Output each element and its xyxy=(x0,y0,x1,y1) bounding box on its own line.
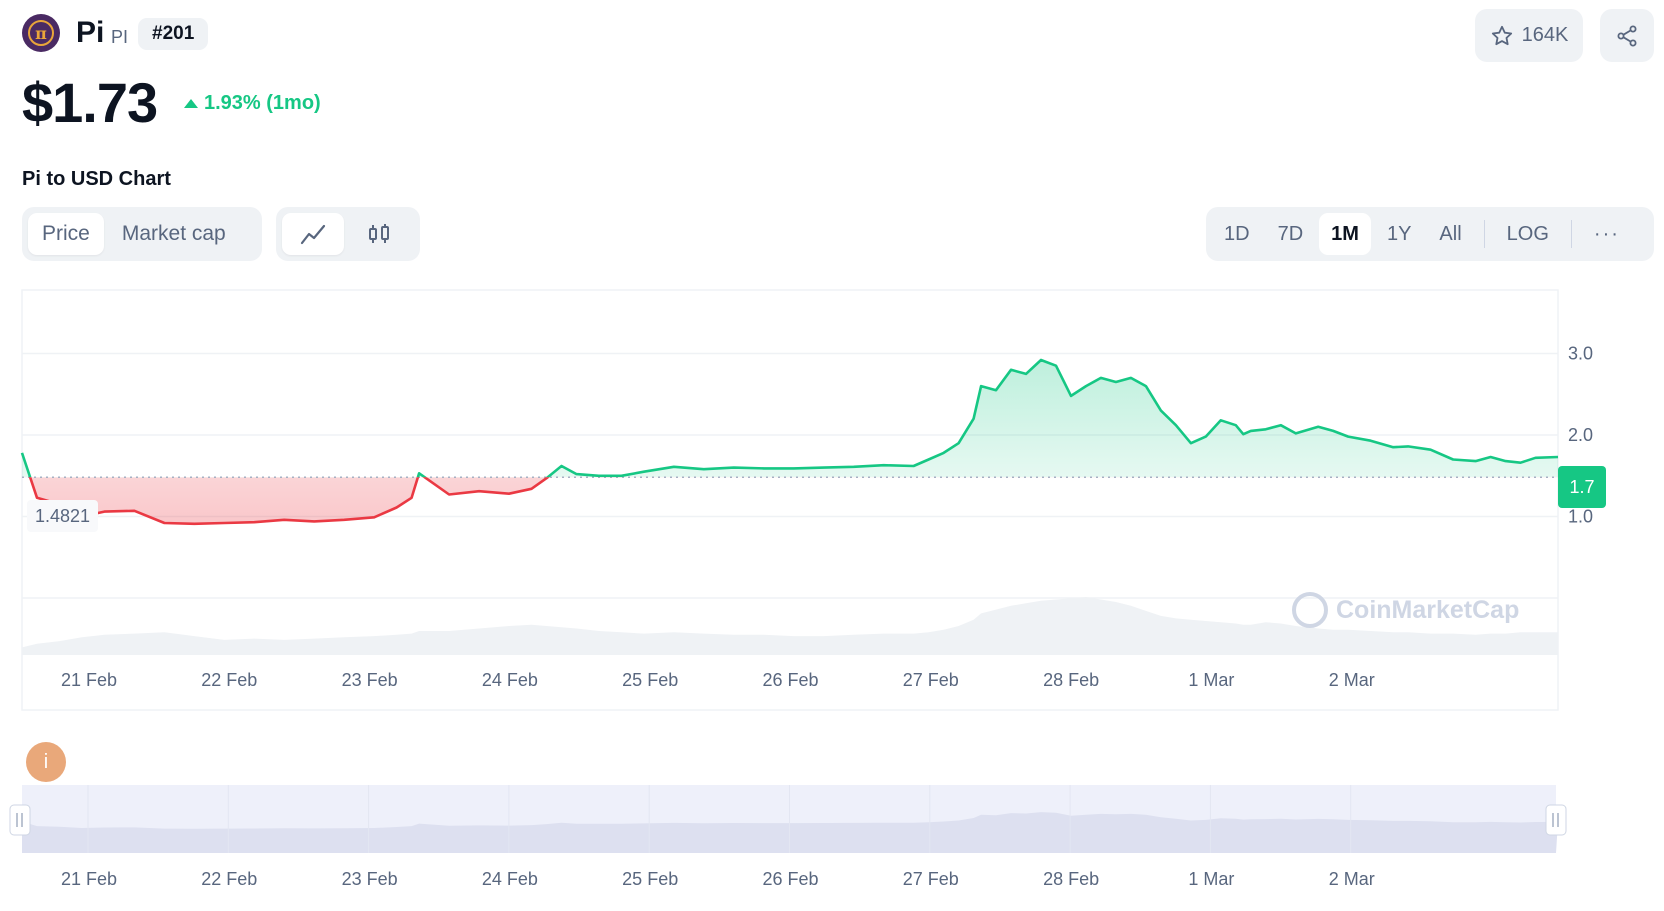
star-icon xyxy=(1491,25,1512,45)
coin-logo: π xyxy=(22,14,60,52)
x-tick-label: 26 Feb xyxy=(762,670,818,690)
range-all[interactable]: All xyxy=(1439,222,1462,245)
navigator-x-label: 1 Mar xyxy=(1188,869,1234,889)
x-tick-label: 23 Feb xyxy=(342,670,398,690)
price-chart[interactable]: 3.0 2.0 1.0 21 Feb 22 Feb 23 Feb 24 Feb 25 Feb… xyxy=(0,280,1664,720)
pi-logo-icon: π xyxy=(28,20,54,46)
watchlist-button[interactable]: 164K xyxy=(1475,9,1583,62)
x-tick-label: 22 Feb xyxy=(201,670,257,690)
navigator-x-label: 2 Mar xyxy=(1329,869,1375,889)
price-line-down xyxy=(28,477,550,526)
chart-type-toggle xyxy=(276,207,420,261)
navigator-gridlines xyxy=(87,785,1352,853)
share-button[interactable] xyxy=(1600,9,1654,62)
navigator-handle-right[interactable] xyxy=(1545,804,1567,836)
data-type-toggle: Price Market cap xyxy=(22,207,262,261)
navigator-x-label: 28 Feb xyxy=(1043,869,1099,889)
x-tick-label: 1 Mar xyxy=(1188,670,1234,690)
line-chart-button[interactable] xyxy=(282,213,344,255)
candlestick-button[interactable] xyxy=(348,213,410,255)
tab-market-cap[interactable]: Market cap xyxy=(121,222,226,245)
y-tick-label: 2.0 xyxy=(1568,425,1593,445)
range-log[interactable]: LOG xyxy=(1506,222,1549,245)
coin-name: Pi xyxy=(76,16,105,49)
y-tick-label: 3.0 xyxy=(1568,344,1593,364)
range-selector: 1D 7D 1M 1Y All LOG ··· xyxy=(1206,207,1654,261)
range-divider xyxy=(1570,220,1572,248)
range-7d[interactable]: 7D xyxy=(1277,222,1304,245)
price-line-up xyxy=(20,358,1559,478)
coinmarketcap-logo-icon xyxy=(1292,592,1328,628)
y-tick-label: 1.0 xyxy=(1568,507,1593,527)
x-tick-label: 24 Feb xyxy=(482,670,538,690)
triangle-up-icon xyxy=(184,99,198,108)
navigator-x-label: 25 Feb xyxy=(622,869,678,889)
baseline-label: 1.4821 xyxy=(27,500,99,532)
watermark: CoinMarketCap xyxy=(1292,592,1519,628)
area-below-baseline xyxy=(30,477,548,524)
more-options-button[interactable]: ··· xyxy=(1582,213,1632,255)
info-icon[interactable]: i xyxy=(26,742,66,782)
navigator-x-label: 24 Feb xyxy=(482,869,538,889)
more-icon: ··· xyxy=(1593,222,1620,245)
range-navigator[interactable]: 21 Feb 22 Feb 23 Feb 24 Feb 25 Feb 26 Feb 27 F… xyxy=(0,785,1664,911)
x-tick-label: 2 Mar xyxy=(1329,670,1375,690)
candlestick-icon xyxy=(369,224,389,243)
x-tick-label: 21 Feb xyxy=(61,670,117,690)
navigator-x-label: 21 Feb xyxy=(61,869,117,889)
x-tick-label: 25 Feb xyxy=(622,670,678,690)
x-tick-label: 27 Feb xyxy=(903,670,959,690)
x-tick-label: 28 Feb xyxy=(1043,670,1099,690)
x-axis: 21 Feb 22 Feb 23 Feb 24 Feb 25 Feb 26 Feb 27 F… xyxy=(61,670,1375,690)
watermark-text: CoinMarketCap xyxy=(1336,595,1520,624)
navigator-x-label: 22 Feb xyxy=(201,869,257,889)
share-icon xyxy=(1617,25,1637,46)
range-1d[interactable]: 1D xyxy=(1224,222,1250,245)
range-divider xyxy=(1483,220,1485,248)
current-price: $1.73 xyxy=(22,71,158,134)
area-above-baseline xyxy=(22,360,1558,478)
navigator-handle-left[interactable] xyxy=(9,804,31,836)
navigator-x-axis: 21 Feb 22 Feb 23 Feb 24 Feb 25 Feb 26 Feb 27 F… xyxy=(61,869,1375,889)
chart-title: Pi to USD Chart xyxy=(22,168,171,190)
navigator-x-label: 27 Feb xyxy=(903,869,959,889)
watchlist-count: 164K xyxy=(1521,24,1569,46)
range-1m[interactable]: 1M xyxy=(1319,213,1371,255)
navigator-x-label: 23 Feb xyxy=(342,869,398,889)
y-axis: 3.0 2.0 1.0 xyxy=(1568,344,1593,527)
line-chart-icon xyxy=(300,224,326,245)
price-change: 1.93% (1mo) xyxy=(184,92,321,115)
volume-area xyxy=(22,597,1558,655)
coin-symbol: PI xyxy=(111,27,129,47)
current-price-badge: 1.7 xyxy=(1558,466,1606,508)
range-1y[interactable]: 1Y xyxy=(1386,222,1412,245)
navigator-x-label: 26 Feb xyxy=(762,869,818,889)
price-change-text: 1.93% (1mo) xyxy=(204,92,321,114)
tab-price[interactable]: Price xyxy=(28,213,104,255)
rank-badge: #201 xyxy=(138,18,209,50)
